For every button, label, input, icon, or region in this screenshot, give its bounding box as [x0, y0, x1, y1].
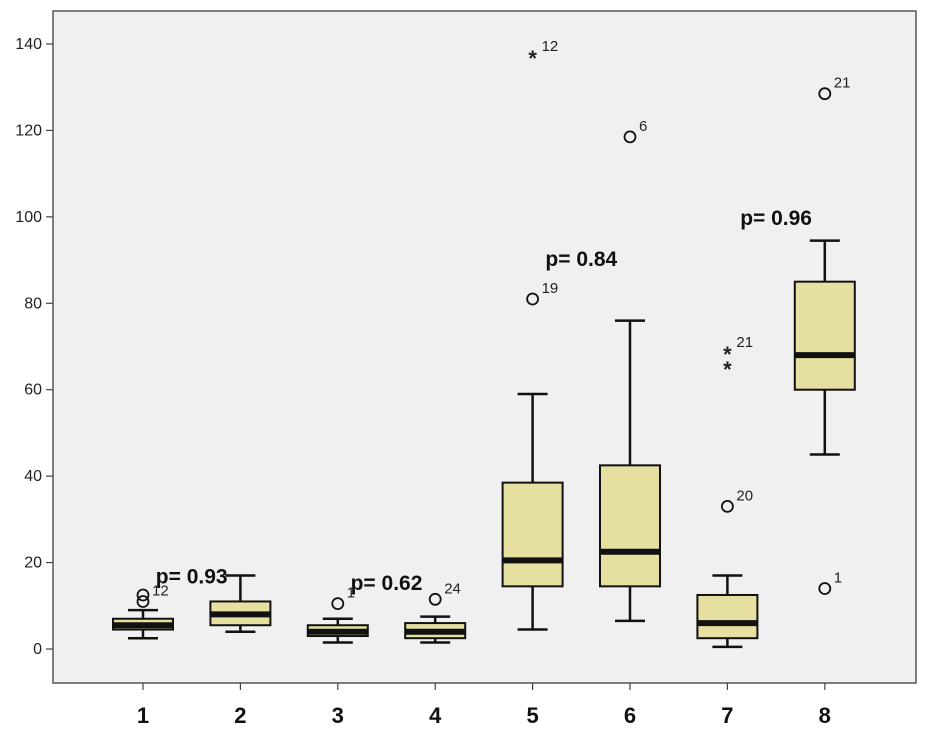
p-value-annotation: p= 0.62	[351, 572, 423, 595]
category-label: 6	[624, 703, 636, 728]
outlier-label: 12	[152, 582, 169, 599]
iqr-box	[599, 464, 661, 588]
iqr-box	[793, 280, 856, 391]
category-label: 1	[137, 703, 149, 728]
p-value-annotation: p= 0.93	[156, 566, 228, 589]
outlier-circle	[818, 87, 832, 101]
outlier-label: 19	[542, 280, 559, 297]
box-group	[404, 615, 467, 644]
box-group	[696, 574, 759, 649]
p-value-annotation: p= 0.96	[740, 207, 812, 230]
y-axis: 0 20 40 60 80 100 120 140	[15, 36, 53, 658]
outlier-circle	[818, 582, 832, 595]
outlier-star: *	[723, 357, 732, 382]
plot-area	[52, 10, 917, 684]
p-value-annotation: p= 0.84	[545, 248, 617, 271]
outlier-circle	[721, 499, 734, 513]
annotations: p= 0.93 p= 0.62 p= 0.84 p= 0.96	[156, 207, 812, 595]
box-group	[599, 319, 661, 623]
y-tick-label: 120	[15, 122, 42, 139]
box-group	[501, 392, 564, 631]
outlier-label: 6	[639, 118, 647, 135]
outlier-label: 24	[444, 580, 461, 597]
box-group	[209, 574, 272, 633]
category-label: 8	[819, 703, 831, 728]
category-label: 2	[234, 703, 246, 728]
category-label: 7	[721, 703, 733, 728]
category-label: 4	[429, 703, 442, 728]
outlier-label: 21	[834, 75, 851, 92]
outlier-label: 1	[834, 570, 842, 587]
outlier-circle	[136, 588, 150, 602]
outlier-star: *	[528, 46, 537, 71]
outlier-circle	[136, 595, 150, 608]
x-axis: 1 2 3 4 5 6 7 8	[137, 683, 831, 728]
y-tick-label: 80	[24, 295, 42, 312]
outlier-star: *	[723, 342, 732, 367]
boxes	[112, 239, 856, 649]
y-tick-label: 20	[24, 555, 42, 572]
y-tick-label: 40	[24, 468, 42, 485]
outlier-circle	[623, 130, 637, 144]
iqr-box	[696, 593, 759, 640]
y-tick-label: 100	[15, 209, 42, 226]
category-label: 3	[332, 703, 344, 728]
outlier-circle	[428, 592, 442, 606]
outlier-circle	[526, 292, 539, 306]
outlier-label: 12	[542, 38, 559, 55]
outlier-label: 21	[736, 334, 753, 351]
outlier-circle	[331, 597, 345, 611]
outlier-label: 1	[347, 585, 355, 602]
outlier-label: 20	[736, 487, 753, 504]
category-label: 5	[526, 703, 538, 728]
box-group	[306, 617, 369, 644]
box-group	[793, 239, 856, 456]
iqr-box	[501, 481, 564, 588]
box-group	[112, 608, 174, 640]
y-tick-label: 60	[24, 382, 42, 399]
y-tick-label: 140	[15, 36, 42, 53]
y-tick-label: 0	[33, 641, 42, 658]
